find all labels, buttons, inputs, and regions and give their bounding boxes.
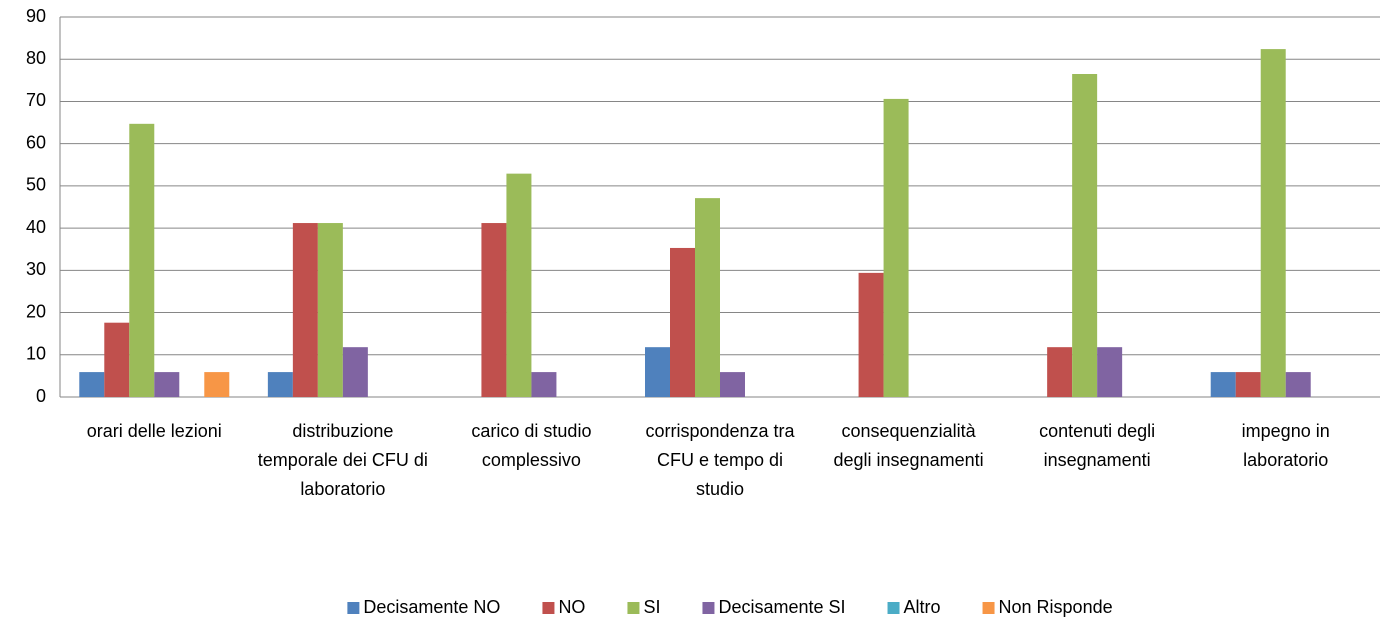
bar [695,198,720,397]
legend-label: Decisamente SI [718,597,845,617]
bar [154,372,180,397]
x-tick-label: consequenzialità degli insegnamenti [833,421,984,470]
legend-swatch [347,602,360,614]
x-tick-label: contenuti degli insegnamenti [1039,421,1156,470]
bar [883,98,909,398]
legend-swatch [702,602,715,614]
legend-label: SI [643,597,660,617]
x-tick-label: carico di studio complessivo [471,421,592,470]
bar [104,322,130,397]
y-tick-label: 40 [26,217,46,237]
bar [1285,372,1311,397]
legend-label: Non Risponde [999,597,1113,617]
bar [531,372,557,397]
y-tick-label: 90 [26,6,46,26]
y-tick-label: 0 [36,386,46,406]
x-tick-label: distribuzione temporale dei CFU di labor… [257,421,428,499]
legend-label: NO [558,597,585,617]
y-tick-label: 70 [26,90,46,110]
y-tick-label: 50 [26,175,46,195]
legend-swatch [542,602,555,614]
y-tick-label: 20 [26,301,46,321]
y-tick-label: 10 [26,344,46,364]
bar [481,223,507,397]
bar [129,123,155,398]
legend-swatch [982,602,995,614]
bar [670,247,695,397]
bar [1097,347,1123,397]
bar [317,223,343,397]
bar [292,223,318,397]
bar [267,372,293,397]
bar [342,347,368,397]
legend-label: Decisamente NO [363,597,500,617]
x-tick-label: orari delle lezioni [86,421,222,441]
y-tick-label: 60 [26,132,46,152]
bar [79,372,105,397]
bar [858,272,884,397]
y-tick-label: 80 [26,48,46,68]
bar [1047,347,1073,397]
legend-swatch [627,602,640,614]
bar [204,372,230,397]
bar [1210,372,1236,397]
x-tick-label: corrispondenza tra CFU e tempo di studio [645,421,795,499]
bar [506,173,532,397]
legend-label: Altro [904,597,941,617]
bar [645,347,670,397]
x-tick-label: impegno in laboratorio [1241,421,1330,470]
bar [720,372,745,397]
legend-swatch [887,602,900,614]
bar [1235,372,1261,397]
bar [1260,49,1286,397]
y-tick-label: 30 [26,259,46,279]
bar [1072,74,1098,397]
